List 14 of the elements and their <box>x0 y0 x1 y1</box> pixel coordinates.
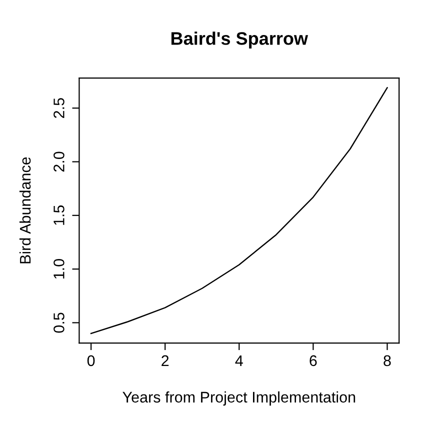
x-tick-label: 6 <box>310 355 317 366</box>
x-tick-label: 8 <box>384 355 391 366</box>
y-tick-label: 1.0 <box>54 259 64 279</box>
x-axis-title: Years from Project Implementation <box>122 391 356 406</box>
chart-title: Baird's Sparrow <box>171 32 308 48</box>
y-tick-label: 2.5 <box>54 98 64 118</box>
x-tick-label: 4 <box>235 355 243 366</box>
y-tick-label: 1.5 <box>54 205 64 225</box>
line-series <box>90 87 388 334</box>
y-axis-title: Bird Abundance <box>19 157 31 264</box>
y-tick-label: 0.5 <box>54 312 64 333</box>
x-tick-label: 0 <box>87 355 95 366</box>
y-tick-label: 2.0 <box>54 152 64 172</box>
x-tick-label: 2 <box>162 355 169 366</box>
